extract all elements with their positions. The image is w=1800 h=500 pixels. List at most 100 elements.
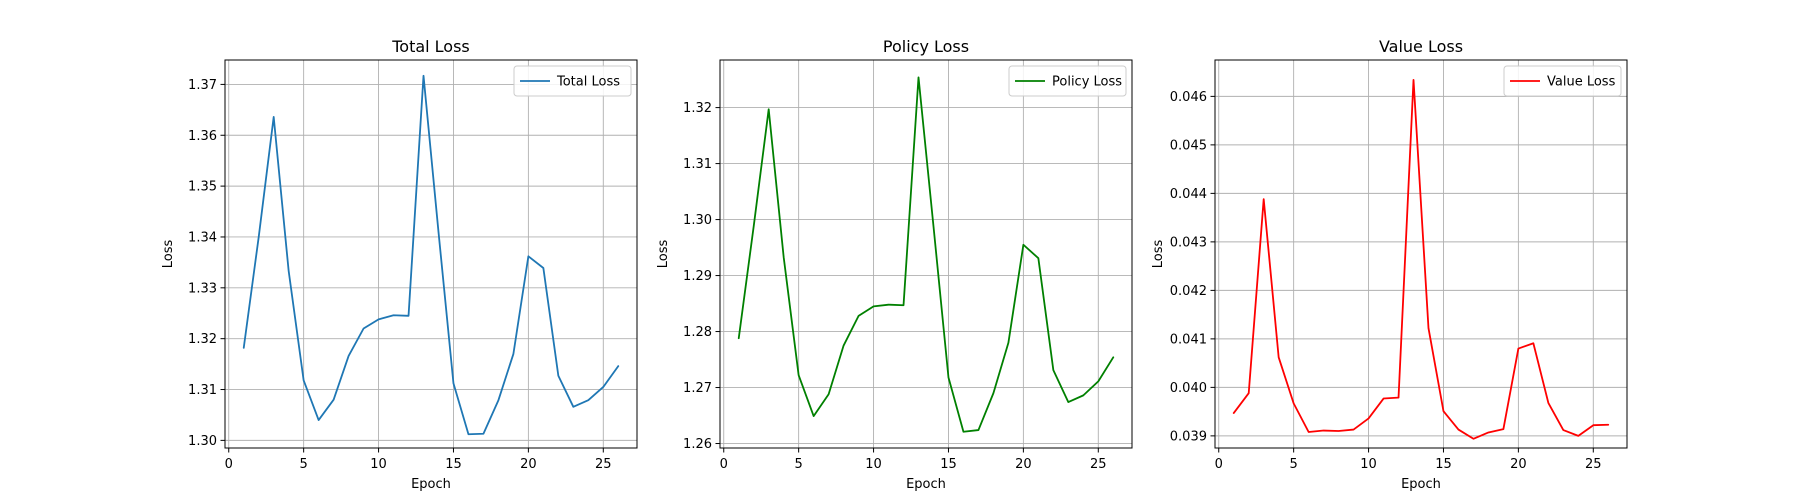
legend: Policy Loss (1008, 65, 1127, 97)
y-tick-label: 0.045 (1170, 138, 1207, 153)
data-point (1398, 397, 1400, 399)
data-point (768, 108, 770, 110)
legend-box (1008, 65, 1127, 97)
data-point (1442, 410, 1444, 412)
data-point (423, 75, 425, 77)
x-tick-label: 15 (1435, 457, 1452, 472)
data-point (888, 304, 890, 306)
x-tick-label: 0 (225, 457, 233, 472)
x-tick-label: 25 (1090, 457, 1107, 472)
plot-title: Value Loss (1379, 37, 1463, 56)
y-axis-label: Loss (1151, 240, 1166, 269)
y-tick-label: 1.31 (188, 383, 217, 398)
data-point (873, 305, 875, 307)
data-point (962, 431, 964, 433)
y-tick-label: 1.36 (188, 129, 217, 144)
y-tick-label: 1.34 (188, 230, 217, 245)
y-tick-label: 1.30 (188, 434, 217, 449)
data-point (1263, 198, 1265, 200)
data-point (348, 355, 350, 357)
series-line-1 (737, 76, 1115, 433)
data-point (1022, 244, 1024, 246)
data-point (333, 399, 335, 401)
data-point (393, 314, 395, 316)
x-tick-label: 15 (940, 457, 957, 472)
subplot-2: 0 5 10 15 20 25 1.26 1.27 1.28 1.29 1.30 1.31 1.32 Po… (656, 37, 1133, 492)
data-point (1308, 431, 1310, 433)
legend-label: Value Loss (1547, 75, 1616, 90)
x-tick-label: 10 (865, 457, 882, 472)
y-tick-label: 1.37 (188, 78, 217, 93)
data-point (1052, 369, 1054, 371)
y-tick-label: 0.046 (1170, 90, 1207, 105)
data-point (1427, 327, 1429, 329)
data-point (947, 376, 949, 378)
data-point (557, 375, 559, 377)
data-point (542, 267, 544, 269)
data-point (273, 116, 275, 118)
subplot-1: 0 5 10 15 20 25 1.30 1.31 1.32 1.33 1.34 1.35 1.36 1.… (161, 37, 638, 492)
y-tick-label: 0.044 (1170, 187, 1207, 202)
axes-frame (224, 59, 638, 449)
data-point (1607, 424, 1609, 426)
legend-box (513, 65, 632, 97)
y-tick-label: 1.28 (683, 325, 712, 340)
data-point (992, 392, 994, 394)
x-tick-label: 10 (1360, 457, 1377, 472)
x-tick-label: 20 (1510, 457, 1527, 472)
data-point (497, 399, 499, 401)
data-point (363, 327, 365, 329)
data-point (1353, 429, 1355, 431)
data-point (452, 382, 454, 384)
data-point (753, 225, 755, 227)
data-point (437, 231, 439, 233)
data-point (602, 386, 604, 388)
legend-box (1503, 65, 1622, 97)
x-tick-label: 5 (795, 457, 803, 472)
y-tick-label: 0.041 (1170, 332, 1207, 347)
data-point (828, 393, 830, 395)
data-point (1278, 356, 1280, 358)
data-point (243, 347, 245, 349)
data-point (1293, 402, 1295, 404)
y-tick-label: 0.043 (1170, 235, 1207, 250)
data-point (1007, 342, 1009, 344)
data-point (482, 433, 484, 435)
legend-label: Policy Loss (1052, 75, 1122, 90)
data-point (527, 255, 529, 257)
y-tick-label: 0.040 (1170, 381, 1207, 396)
data-point (1082, 394, 1084, 396)
series-line-1 (1232, 78, 1610, 440)
x-tick-label: 20 (520, 457, 537, 472)
y-axis-label: Loss (656, 240, 671, 269)
data-point (1067, 401, 1069, 403)
data-point (1368, 417, 1370, 419)
data-point (1323, 430, 1325, 432)
x-tick-label: 25 (595, 457, 612, 472)
x-tick-label: 0 (1215, 457, 1223, 472)
data-point (932, 225, 934, 227)
y-tick-label: 1.32 (188, 332, 217, 347)
x-tick-label: 15 (445, 457, 462, 472)
data-point (1517, 348, 1519, 350)
data-point (1413, 79, 1415, 81)
data-point (378, 318, 380, 320)
data-point (1547, 402, 1549, 404)
y-tick-label: 1.29 (683, 269, 712, 284)
data-point (408, 315, 410, 317)
y-tick-label: 1.32 (683, 101, 712, 116)
data-point (512, 353, 514, 355)
series-line-1 (242, 74, 620, 436)
y-tick-label: 1.27 (683, 381, 712, 396)
legend: Total Loss (513, 65, 632, 97)
y-tick-label: 0.039 (1170, 429, 1207, 444)
x-tick-label: 5 (300, 457, 308, 472)
x-tick-label: 10 (370, 457, 387, 472)
x-tick-label: 20 (1015, 457, 1032, 472)
data-point (617, 365, 619, 367)
y-tick-label: 1.31 (683, 157, 712, 172)
legend: Value Loss (1503, 65, 1622, 97)
data-point (1112, 356, 1114, 358)
data-point (738, 337, 740, 339)
data-point (303, 379, 305, 381)
